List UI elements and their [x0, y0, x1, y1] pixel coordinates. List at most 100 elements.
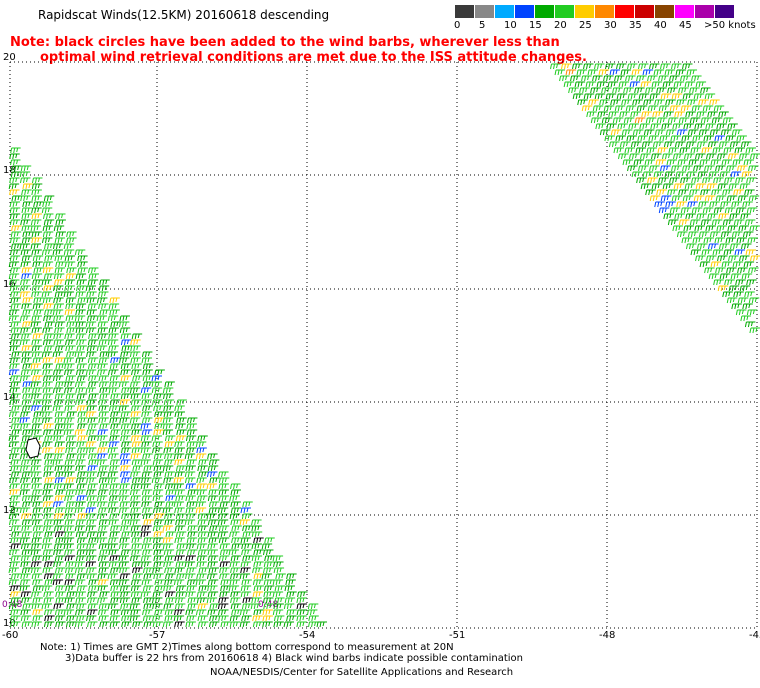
wind-barb — [85, 387, 97, 394]
lon-tick-label: -60 — [2, 630, 18, 641]
wind-barb — [42, 267, 54, 274]
wind-barb-stroke — [670, 135, 681, 142]
wind-barb — [31, 591, 42, 598]
wind-barb-stroke — [228, 585, 240, 592]
wind-barb — [568, 87, 579, 94]
wind-barb — [120, 471, 131, 478]
wind-barb — [682, 195, 694, 202]
wind-barb — [109, 363, 121, 370]
wind-barb — [22, 321, 33, 328]
wind-barb-stroke — [620, 69, 632, 76]
wind-barb-stroke — [121, 477, 132, 484]
wind-barb — [10, 465, 21, 472]
wind-barb — [129, 555, 141, 562]
wind-barb — [64, 495, 75, 502]
wind-barb — [75, 555, 87, 562]
wind-barb-stroke — [657, 147, 668, 154]
wind-barb — [220, 621, 231, 628]
wind-barb — [670, 135, 681, 142]
wind-barb-stroke — [185, 555, 196, 562]
wind-barb-stroke — [684, 183, 696, 190]
wind-barb-stroke — [613, 147, 624, 154]
wind-barb-stroke — [676, 129, 688, 136]
wind-barb — [748, 267, 759, 274]
wind-barb-stroke — [10, 621, 21, 628]
wind-barb — [164, 483, 176, 490]
wind-barb — [76, 285, 87, 292]
wind-barb — [43, 465, 55, 472]
wind-barb — [218, 609, 229, 616]
wind-barb — [175, 585, 187, 592]
wind-barb-stroke — [612, 117, 624, 124]
wind-barb — [30, 471, 42, 478]
wind-barb — [120, 603, 131, 610]
wind-barb-stroke — [118, 555, 130, 562]
wind-barb-stroke — [197, 603, 209, 610]
wind-barb-stroke — [41, 207, 53, 214]
wind-barb-stroke — [109, 309, 120, 316]
wind-barb-stroke — [746, 309, 758, 316]
wind-barb-stroke — [85, 555, 97, 562]
wind-barb-stroke — [272, 555, 284, 562]
wind-barb-stroke — [187, 603, 198, 610]
wind-barb — [698, 99, 709, 106]
wind-barb — [86, 471, 98, 478]
wind-barb-stroke — [140, 591, 152, 598]
wind-barb-stroke — [75, 465, 86, 472]
wind-barb-stroke — [21, 357, 32, 364]
wind-barb-stroke — [239, 609, 251, 616]
wind-barb-stroke — [43, 285, 54, 292]
wind-barb — [682, 165, 693, 172]
wind-barb-stroke — [76, 393, 88, 400]
wind-barb — [658, 105, 670, 112]
wind-barb — [64, 405, 75, 412]
wind-barb — [286, 591, 297, 598]
wind-barb — [98, 465, 110, 472]
wind-barb-stroke — [559, 75, 570, 82]
wind-barb-stroke — [32, 579, 43, 586]
wind-barb — [20, 609, 31, 616]
wind-barb-stroke — [32, 399, 44, 406]
wind-barb-stroke — [185, 495, 196, 502]
wind-barb — [75, 609, 86, 616]
wind-barb-stroke — [10, 147, 21, 154]
wind-barb-stroke — [54, 513, 65, 520]
wind-barb-stroke — [673, 153, 684, 160]
wind-barb — [274, 585, 286, 592]
wind-barb — [154, 423, 165, 430]
wind-barb — [132, 567, 143, 574]
wind-barb-stroke — [162, 393, 174, 400]
wind-barb-stroke — [162, 543, 174, 550]
wind-barb-stroke — [88, 537, 99, 544]
wind-barb-stroke — [88, 273, 99, 280]
wind-barb — [738, 225, 749, 232]
wind-barb-stroke — [97, 453, 108, 460]
wind-barb — [653, 171, 665, 178]
wind-barb-stroke — [219, 573, 230, 580]
wind-barb — [153, 471, 164, 478]
wind-barb — [86, 567, 97, 574]
wind-barb — [31, 477, 42, 484]
wind-barb-stroke — [230, 597, 241, 604]
wind-barb — [107, 339, 119, 346]
wind-barb-stroke — [741, 171, 753, 178]
wind-barb — [731, 231, 743, 238]
wind-barb — [719, 273, 731, 280]
wind-barb — [120, 465, 131, 472]
wind-barb-stroke — [110, 567, 121, 574]
wind-barb-stroke — [130, 471, 141, 478]
wind-barb-stroke — [30, 567, 42, 574]
wind-barb-stroke — [208, 459, 220, 466]
wind-barb-stroke — [119, 327, 131, 334]
wind-barb — [31, 621, 42, 628]
wind-barb — [274, 597, 285, 604]
wind-barb-stroke — [700, 117, 712, 124]
wind-barb-stroke — [186, 501, 197, 508]
wind-barb — [173, 615, 185, 622]
wind-barb — [86, 519, 97, 526]
wind-barb-stroke — [119, 417, 130, 424]
legend-label: 45 — [679, 20, 692, 31]
wind-barb-stroke — [9, 189, 20, 196]
wind-barb — [10, 291, 21, 298]
wind-barb — [31, 327, 42, 334]
